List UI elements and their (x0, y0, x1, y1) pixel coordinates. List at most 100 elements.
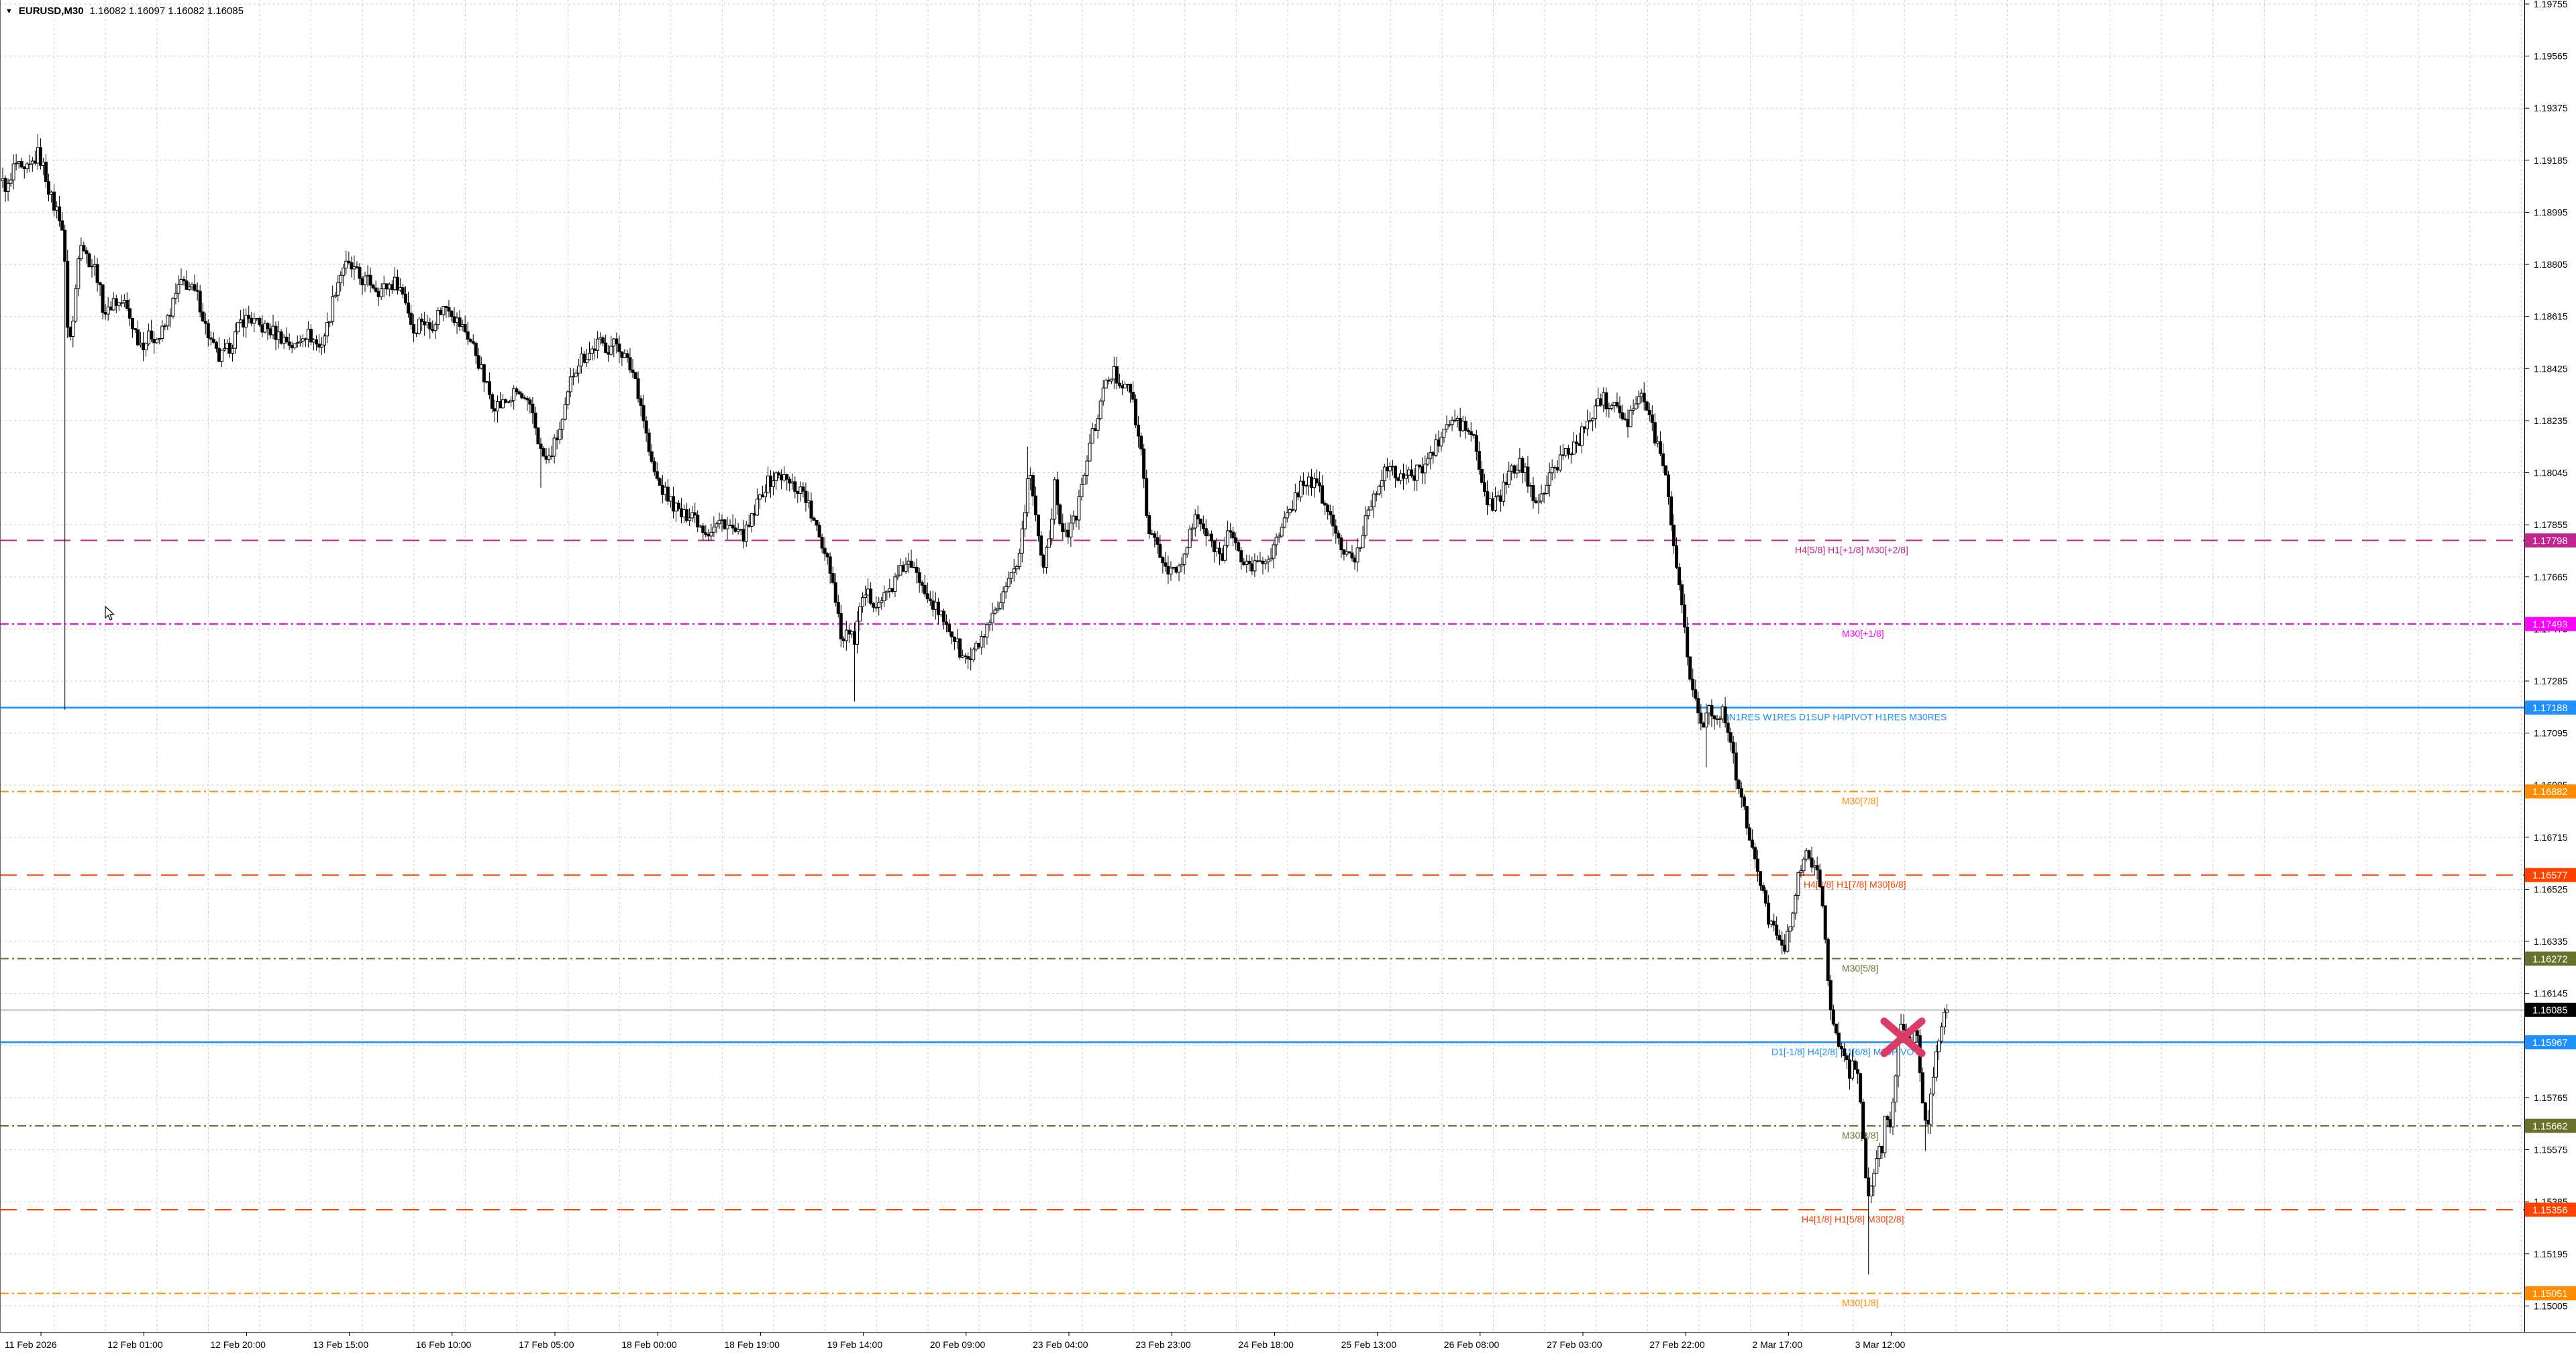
price-tick-label: 1.16145 (2534, 988, 2568, 999)
candle-body-bear (127, 308, 132, 319)
candlestick (1042, 554, 1046, 574)
candle-body-bear (1926, 1119, 1930, 1125)
candle-body-bear (833, 582, 837, 603)
candlestick (1580, 422, 1584, 454)
candlestick (1058, 503, 1062, 526)
candle-body-bear (266, 323, 270, 329)
candle-body-bull (144, 344, 148, 350)
candle-body-bear (47, 181, 51, 195)
candlestick (631, 358, 635, 378)
candle-body-bear (133, 328, 137, 331)
candlestick (831, 566, 835, 585)
level-label: M30[+1/8] (1842, 628, 1884, 639)
candlestick (271, 315, 275, 340)
price-tick-label: 1.17665 (2534, 572, 2568, 582)
candle-body-bull (55, 206, 59, 211)
candle-body-bear (1726, 722, 1730, 733)
candle-body-bear (125, 300, 129, 309)
candlestick (1266, 555, 1270, 572)
candlestick (71, 316, 75, 348)
candle-body-bear (941, 611, 945, 623)
candlestick (1647, 403, 1651, 422)
candlestick (303, 337, 307, 348)
candle-body-bull (393, 276, 397, 291)
candlestick (817, 521, 821, 538)
price-badge-bg (2525, 617, 2576, 631)
candle-body-bear (872, 603, 876, 608)
candlestick (1053, 476, 1057, 525)
candle-body-bull (1358, 547, 1362, 549)
price-badge: 1.16085 (2525, 1002, 2576, 1017)
candle-body-bear (1304, 484, 1308, 486)
candlestick (225, 339, 229, 354)
candlestick (699, 525, 703, 529)
candle-body-bear (314, 339, 318, 345)
candlestick (1321, 475, 1325, 504)
candle-body-bear (1329, 511, 1333, 516)
candle-body-bull (176, 284, 181, 294)
candle-body-bear (1615, 402, 1619, 407)
candlestick (750, 513, 754, 533)
candlestick (1645, 400, 1649, 411)
candlestick (471, 334, 475, 345)
candle-body-bear (625, 353, 629, 358)
candle-body-bear (268, 328, 272, 335)
candle-body-bull (588, 353, 592, 360)
candlestick (733, 518, 737, 533)
candle-body-bull (1020, 528, 1024, 554)
candlestick (790, 473, 794, 490)
candlestick (607, 345, 611, 362)
candlestick (1212, 540, 1216, 563)
title-ohlc-values: 1.16082 1.16097 1.16082 1.16085 (89, 5, 244, 17)
candlestick (1423, 456, 1427, 484)
candlestick (939, 610, 943, 618)
candle-body-bear (728, 525, 732, 527)
candlestick (1093, 423, 1097, 431)
candlestick (1442, 428, 1446, 444)
candlestick (1631, 399, 1635, 415)
candlestick (685, 503, 689, 523)
candle-body-bull (252, 318, 256, 324)
price-badge: 1.16882 (2525, 784, 2576, 799)
candlestick (1082, 472, 1086, 485)
candlestick (1412, 468, 1416, 492)
candlestick (1031, 472, 1035, 507)
price-badge-bg (2525, 1118, 2576, 1133)
price-axis: 1.197551.195651.193751.191851.189951.188… (2524, 0, 2568, 1311)
candlestick (171, 297, 175, 319)
candle-body-bear (274, 325, 278, 340)
candlestick (38, 138, 42, 170)
candle-body-bull (855, 621, 859, 645)
candlestick (1439, 431, 1443, 452)
sell-cross-marker[interactable] (1880, 1017, 1926, 1057)
candlestick (1453, 409, 1457, 423)
candle-body-bull (568, 376, 572, 393)
symbol-dropdown-icon[interactable]: ▼ (5, 7, 13, 15)
candle-body-bull (187, 286, 191, 290)
candle-body-bull (1177, 566, 1181, 573)
candle-body-bear (1234, 537, 1238, 543)
candle-body-bull (295, 342, 299, 344)
candlestick (1591, 417, 1595, 431)
candle-body-bull (1634, 403, 1638, 409)
candlestick (1134, 394, 1138, 428)
candlestick (1626, 409, 1630, 438)
price-tick-label: 1.18235 (2534, 415, 2568, 426)
price-badge: 1.15967 (2525, 1035, 2576, 1049)
candle-body-bull (1788, 926, 1792, 932)
candle-body-bear (817, 525, 821, 538)
candlestick (1788, 926, 1792, 943)
candlestick (1629, 405, 1633, 427)
candle-body-bear (1861, 1102, 1865, 1139)
candlestick (1566, 444, 1570, 460)
candle-body-bear (198, 291, 202, 313)
candlestick (1153, 531, 1157, 547)
candle-body-bull (1223, 545, 1227, 561)
candle-body-bull (239, 319, 243, 323)
candlestick (815, 519, 819, 531)
candlestick (1310, 469, 1314, 497)
candlestick (1312, 472, 1317, 498)
candle-body-bear (1710, 705, 1714, 717)
symbol-period-label: EURUSD,M30 (18, 5, 84, 17)
